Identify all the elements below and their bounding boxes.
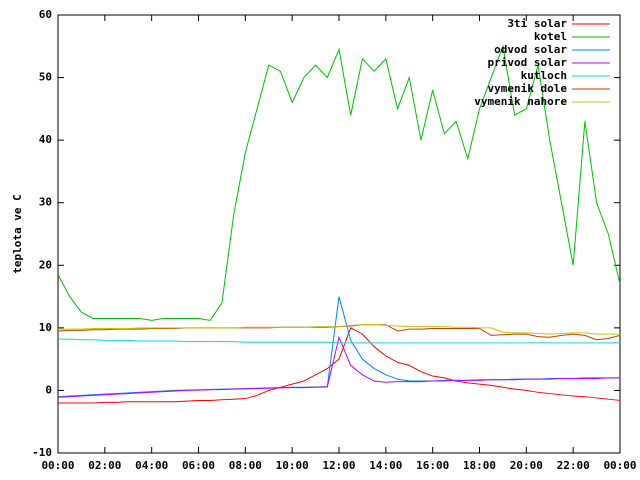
legend-label: vymenik dole — [488, 82, 568, 95]
x-tick-label: 06:00 — [182, 459, 215, 472]
legend-label: privod solar — [488, 56, 568, 69]
legend-label: 3ti solar — [507, 17, 567, 30]
legend-label: odvod solar — [494, 43, 567, 56]
x-tick-label: 12:00 — [322, 459, 355, 472]
x-tick-label: 02:00 — [88, 459, 121, 472]
x-tick-label: 08:00 — [229, 459, 262, 472]
y-tick-label: 40 — [39, 133, 52, 146]
y-tick-label: 20 — [39, 258, 52, 271]
y-tick-label: 30 — [39, 196, 52, 209]
legend-label: kotel — [534, 30, 567, 43]
y-tick-label: 50 — [39, 71, 52, 84]
x-tick-label: 18:00 — [463, 459, 496, 472]
y-tick-label: 60 — [39, 8, 52, 21]
legend-label: vymenik nahore — [474, 95, 567, 108]
y-tick-label: 10 — [39, 321, 52, 334]
series-line — [57, 44, 621, 321]
x-tick-label: 14:00 — [369, 459, 402, 472]
x-tick-label: 20:00 — [510, 459, 543, 472]
x-tick-label: 16:00 — [416, 459, 449, 472]
series-line — [58, 324, 620, 335]
x-tick-label: 00:00 — [41, 459, 74, 472]
legend-label: kutloch — [521, 69, 567, 82]
y-axis-label: teplota ve C — [11, 194, 24, 273]
series-line — [58, 327, 621, 404]
x-tick-label: 04:00 — [135, 459, 168, 472]
x-tick-label: 00:00 — [603, 459, 636, 472]
x-tick-label: 10:00 — [276, 459, 309, 472]
series-line — [57, 296, 620, 398]
series-line — [58, 338, 620, 344]
x-tick-label: 22:00 — [557, 459, 590, 472]
y-tick-label: 0 — [45, 383, 52, 396]
y-tick-label: -10 — [32, 446, 52, 459]
series-line — [57, 335, 620, 398]
